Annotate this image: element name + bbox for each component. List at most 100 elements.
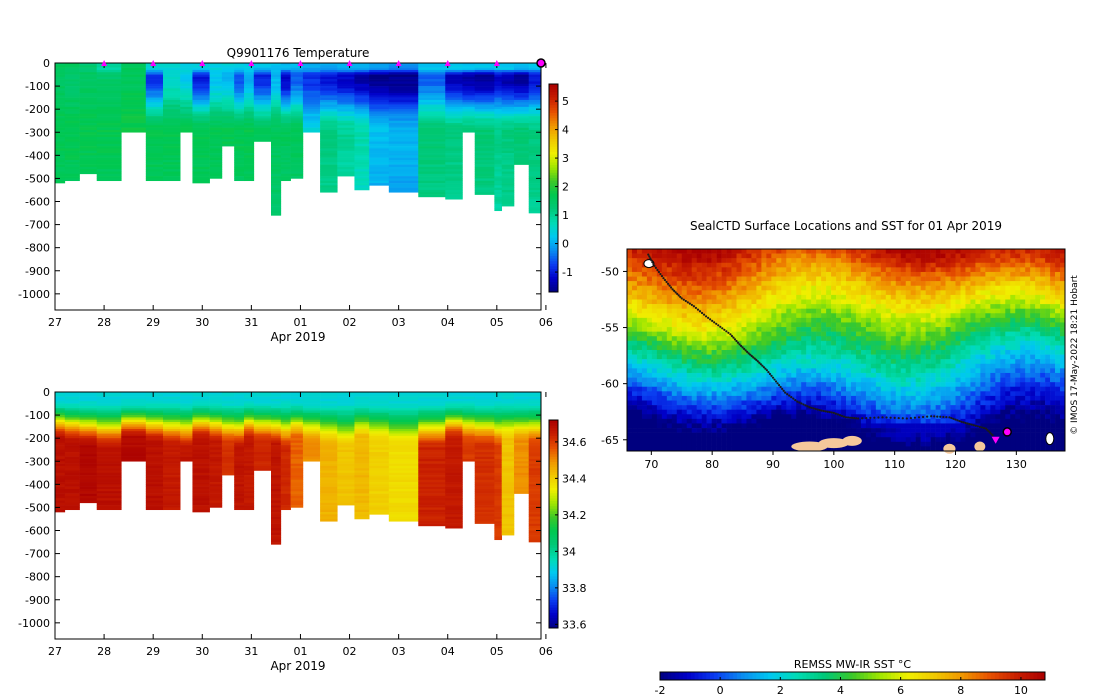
sst-cell xyxy=(761,322,767,328)
profile-cell xyxy=(209,398,223,402)
profile-cell xyxy=(337,127,355,131)
profile-cell xyxy=(494,482,503,485)
profile-cell xyxy=(501,454,515,457)
profile-cell xyxy=(474,102,495,105)
profile-cell xyxy=(64,69,80,73)
profile-cell xyxy=(244,428,255,432)
sst-cell xyxy=(681,294,688,300)
profile-cell xyxy=(192,74,210,78)
profile-cell xyxy=(221,129,235,133)
sst-cell xyxy=(721,267,727,273)
profile-cell xyxy=(96,127,122,131)
sst-cell xyxy=(791,258,797,264)
profile-cell xyxy=(418,484,446,487)
profile-cell xyxy=(494,143,503,147)
sst-cell xyxy=(806,317,812,323)
sst-cell xyxy=(671,299,678,305)
profile-cell xyxy=(253,65,272,68)
sst-cell xyxy=(955,304,961,309)
profile-cell xyxy=(221,456,235,460)
profile-cell xyxy=(145,500,164,504)
sst-cell xyxy=(970,271,976,277)
sst-cell xyxy=(846,249,852,254)
latest-profile-marker xyxy=(536,58,546,68)
profile-cell xyxy=(528,206,542,209)
profile-cell xyxy=(79,482,98,485)
profile-cell xyxy=(244,442,255,446)
profile-cell xyxy=(290,132,304,135)
sst-cell xyxy=(811,249,817,254)
profile-cell xyxy=(96,431,122,434)
profile-cell xyxy=(369,93,390,96)
profile-cell xyxy=(388,153,419,156)
profile-cell xyxy=(418,396,446,400)
profile-cell xyxy=(494,72,503,75)
sst-cell xyxy=(741,285,747,291)
sst-cell xyxy=(1050,258,1056,264)
profile-cell xyxy=(244,477,255,481)
sst-cell xyxy=(731,281,737,287)
profile-cell xyxy=(494,491,503,494)
sst-cell xyxy=(681,262,688,268)
sst-cell xyxy=(836,322,842,328)
profile-cell xyxy=(64,176,80,179)
sst-cell xyxy=(671,304,678,309)
profile-cell xyxy=(462,408,476,411)
sst-cell xyxy=(786,271,792,277)
profile-cell xyxy=(354,445,370,448)
profile-cell xyxy=(253,454,272,457)
sst-cell xyxy=(756,308,762,314)
profile-cell xyxy=(528,76,542,80)
sst-cell xyxy=(846,299,852,305)
profile-cell xyxy=(369,173,390,177)
colorbar-tick-label: 34.2 xyxy=(562,509,587,522)
sst-cell xyxy=(776,290,782,296)
sst-cell xyxy=(1050,313,1056,319)
sst-cell xyxy=(651,317,658,323)
profile-cell xyxy=(271,514,282,517)
sst-cell xyxy=(681,308,688,314)
profile-cell xyxy=(253,424,272,427)
profile-cell xyxy=(55,509,66,513)
profile-cell xyxy=(271,475,282,478)
profile-cell xyxy=(445,428,463,432)
profile-cell xyxy=(121,458,147,462)
profile-cell xyxy=(253,442,272,446)
profile-cell xyxy=(445,79,463,82)
profile-cell xyxy=(369,83,390,87)
profile-cell xyxy=(121,419,147,423)
sst-cell xyxy=(631,294,638,300)
profile-cell xyxy=(180,83,193,87)
profile-cell xyxy=(418,426,446,430)
profile-cell xyxy=(79,95,98,98)
profile-cell xyxy=(528,410,542,414)
profile-cell xyxy=(145,95,164,98)
sst-cell xyxy=(701,327,707,332)
sst-cell xyxy=(776,313,782,319)
sst-cell xyxy=(796,317,802,323)
profile-cell xyxy=(180,392,193,395)
profile-cell xyxy=(55,178,66,182)
profile-cell xyxy=(271,88,282,91)
profile-cell xyxy=(462,102,476,105)
sst-cell xyxy=(1025,294,1031,300)
profile-cell xyxy=(369,479,390,483)
profile-cell xyxy=(388,500,419,504)
profile-cell xyxy=(234,401,245,404)
sst-cell xyxy=(641,313,648,319)
profile-cell xyxy=(192,143,210,147)
sst-cell xyxy=(811,317,817,323)
profile-cell xyxy=(209,502,223,506)
profile-cell xyxy=(79,88,98,91)
profile-cell xyxy=(79,419,98,423)
x-tick-label: 31 xyxy=(244,316,258,329)
sst-cell xyxy=(925,253,931,259)
profile-cell xyxy=(462,435,476,439)
sst-cell xyxy=(721,285,727,291)
profile-cell xyxy=(474,472,495,476)
profile-cell xyxy=(96,428,122,432)
profile-cell xyxy=(501,456,515,460)
sst-cell xyxy=(651,290,658,296)
profile-cell xyxy=(474,512,495,515)
profile-cell xyxy=(55,498,66,501)
